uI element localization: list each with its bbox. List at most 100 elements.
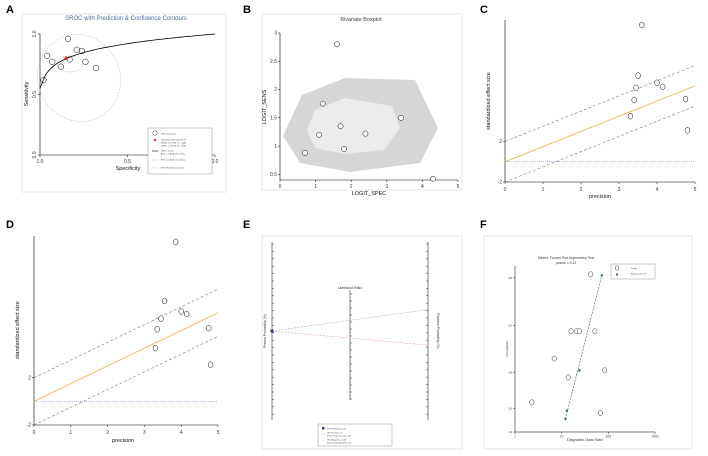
panel-letter-c: C bbox=[480, 4, 488, 16]
chart-b-ylabel: LOGIT_SENS bbox=[262, 89, 268, 124]
chart-b-ytick-label: 1 bbox=[274, 144, 277, 150]
chart-a-summary-point bbox=[64, 56, 69, 61]
chart-e-legend-0: Prior Prob (%) = 50 bbox=[327, 428, 347, 431]
chart-d-xtick-label: 0 bbox=[33, 430, 36, 436]
chart-f-ytick-label: .13 bbox=[508, 430, 513, 434]
chart-d-point bbox=[161, 297, 168, 305]
chart-d-xtick-label: 3 bbox=[143, 430, 146, 436]
chart-b-point bbox=[334, 41, 340, 48]
chart-e-negative-line bbox=[271, 330, 429, 346]
chart-a-legend-box bbox=[147, 127, 213, 175]
chart-e-legend-1: LR_Positive = 5 bbox=[327, 432, 343, 435]
chart-b-ytick-label: 3 bbox=[274, 31, 277, 37]
chart-c-point bbox=[660, 83, 666, 90]
chart-b-point bbox=[319, 100, 326, 107]
chart-b-point bbox=[398, 114, 404, 121]
chart-a-legend-2: SENS = 0.78 [0.71 - 0.84] bbox=[161, 143, 186, 145]
chart-c-regression-line bbox=[504, 85, 696, 163]
chart-a-legend-3: SPEC = 0.86 [0.79 - 0.91] bbox=[161, 146, 186, 148]
chart-c-point bbox=[627, 113, 634, 120]
chart-f-subtitle: pvalue = 0.12 bbox=[556, 261, 577, 265]
panel-letter-e: E bbox=[243, 219, 251, 231]
chart-e-legend-2: Post_Prob_Pos (%) = 84 bbox=[327, 434, 352, 437]
chart-c-point bbox=[682, 95, 689, 103]
chart-e-frame bbox=[261, 235, 463, 450]
chart-f-legend: Study Regression Line bbox=[610, 263, 656, 280]
chart-b-point bbox=[337, 123, 344, 130]
chart-c-point bbox=[684, 127, 691, 134]
chart-d-point bbox=[173, 238, 179, 246]
chart-a: SROC with Prediction & Confidence Contou… bbox=[21, 13, 227, 193]
chart-f-ylabel: 1/root(ESS) bbox=[505, 341, 509, 357]
chart-a-frame bbox=[21, 13, 227, 193]
chart-f-study-point bbox=[577, 328, 582, 335]
chart-a-xtick-label: 0.0 bbox=[212, 159, 219, 165]
panel-letter-f: F bbox=[480, 219, 487, 231]
chart-c-xtick-label: 2 bbox=[580, 187, 583, 193]
chart-f-study-point bbox=[551, 355, 557, 362]
panel-letter-a: A bbox=[6, 4, 14, 16]
chart-c-ytick-label: 2 bbox=[499, 139, 502, 145]
chart-f-regression-point bbox=[564, 417, 567, 421]
chart-a-study-point bbox=[40, 76, 47, 84]
chart-e-legend: Prior Prob (%) = 50 LR_Positive = 5 Post… bbox=[317, 423, 393, 447]
chart-f-xtick-label: 1000 bbox=[651, 435, 658, 439]
chart-a-title: SROC with Prediction & Confidence Contou… bbox=[65, 16, 187, 22]
chart-b-xtick-label: 4 bbox=[421, 184, 424, 190]
chart-d-point bbox=[207, 361, 214, 368]
chart-c-xtick-label: 3 bbox=[618, 187, 621, 193]
chart-d-point bbox=[152, 345, 159, 352]
chart-f-regression-point bbox=[578, 369, 581, 372]
chart-e-legend-prior-marker bbox=[322, 427, 325, 430]
chart-f-study-point bbox=[565, 374, 571, 381]
chart-b-point bbox=[316, 131, 323, 138]
chart-f-legend-reg-marker bbox=[615, 273, 619, 276]
chart-d-point bbox=[178, 308, 184, 315]
chart-a-xlabel: Specificity bbox=[116, 166, 141, 172]
chart-f-study-point bbox=[588, 271, 593, 278]
chart-a-study-point bbox=[73, 46, 80, 53]
chart-a-legend-1: Summary Operating Point bbox=[161, 139, 187, 142]
chart-c-point bbox=[633, 84, 639, 91]
chart-f-xtick-label: 10 bbox=[560, 435, 564, 439]
chart-b-xtick-label: 3 bbox=[385, 184, 388, 190]
chart-f-study-point bbox=[529, 399, 535, 406]
chart-d-ytick-label: -2 bbox=[27, 423, 32, 429]
chart-a-legend-5: AUC = 0.88 [0.85 - 0.91] bbox=[161, 153, 185, 156]
panel-letter-d: D bbox=[6, 219, 14, 231]
chart-c-ci-lower bbox=[504, 105, 696, 183]
chart-e: Likelihood Ratio Pretest Probability (%)… bbox=[261, 235, 463, 450]
chart-d-point bbox=[206, 324, 212, 332]
chart-f-xlabel: Diagnostic Odds Ratio bbox=[567, 438, 603, 442]
chart-d-ytick-label: 2 bbox=[28, 375, 31, 381]
chart-f-regression-point bbox=[600, 274, 603, 277]
chart-a-legend-study-marker bbox=[152, 130, 158, 136]
chart-a-study-point bbox=[43, 52, 51, 59]
chart-c-ytick-label: -2 bbox=[498, 180, 503, 186]
chart-b-ytick-label: 2.5 bbox=[270, 59, 277, 65]
chart-a-legend-summary-marker bbox=[153, 138, 157, 142]
chart-b-point bbox=[341, 146, 347, 152]
chart-b-xtick-label: 1 bbox=[314, 184, 317, 190]
chart-b-hinge-region bbox=[307, 98, 400, 154]
chart-a-study-point bbox=[49, 58, 56, 65]
chart-d-ci-upper bbox=[33, 288, 219, 379]
chart-d-xtick-label: 4 bbox=[180, 430, 183, 436]
chart-a-ylabel: Sensitivity bbox=[24, 81, 30, 106]
chart-d-point bbox=[154, 326, 160, 333]
chart-d-point bbox=[158, 315, 164, 322]
chart-a-study-point bbox=[64, 35, 72, 42]
chart-a-legend: Observed Data Summary Operating Point SE… bbox=[147, 127, 213, 175]
chart-a-study-point bbox=[92, 64, 100, 71]
chart-f-study-point bbox=[592, 328, 598, 335]
chart-f-legend-study-marker bbox=[615, 265, 620, 271]
chart-a-legend-6: 95% Confidence Contour bbox=[161, 159, 186, 162]
chart-a-prediction-contour bbox=[37, 34, 121, 122]
chart-f-study-point bbox=[598, 410, 603, 416]
chart-e-legend-3: LR_Negative = 0.26 bbox=[327, 439, 347, 442]
chart-b-xtick-label: 0 bbox=[279, 184, 282, 190]
chart-f-title: Deeks' Funnel Plot Asymmetry Test bbox=[538, 256, 594, 260]
chart-b-frame bbox=[261, 13, 463, 191]
chart-d-ylabel: standardized effect size bbox=[15, 301, 21, 359]
